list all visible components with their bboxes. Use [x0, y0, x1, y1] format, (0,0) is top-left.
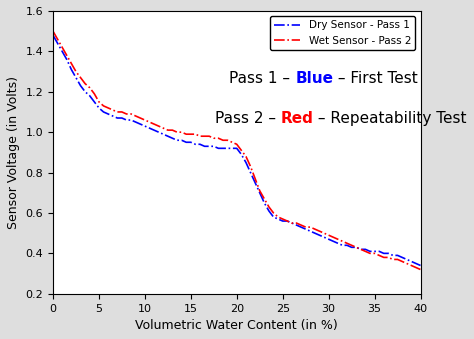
Wet Sensor - Pass 2 [50, 29, 56, 33]
Line: Wet Sensor - Pass 2: Wet Sensor - Pass 2 [53, 31, 420, 270]
Wet Sensor - Pass 2 [280, 217, 285, 221]
Text: – Repeatability Test: – Repeatability Test [313, 111, 467, 126]
Dry Sensor - Pass 1 [252, 181, 258, 185]
X-axis label: Volumetric Water Content (in %): Volumetric Water Content (in %) [136, 319, 338, 332]
Text: – First Test: – First Test [333, 71, 418, 86]
Line: Dry Sensor - Pass 1: Dry Sensor - Pass 1 [53, 35, 420, 265]
Text: Pass 1 –: Pass 1 – [229, 71, 295, 86]
Text: Blue: Blue [295, 71, 333, 86]
Dry Sensor - Pass 1 [418, 263, 423, 267]
Dry Sensor - Pass 1 [381, 251, 387, 255]
Wet Sensor - Pass 2 [252, 177, 258, 181]
Wet Sensor - Pass 2 [367, 251, 373, 255]
Dry Sensor - Pass 1 [50, 33, 56, 37]
Dry Sensor - Pass 1 [367, 249, 373, 253]
Text: Red: Red [281, 111, 313, 126]
Dry Sensor - Pass 1 [349, 245, 355, 250]
Wet Sensor - Pass 2 [349, 243, 355, 247]
Wet Sensor - Pass 2 [321, 231, 327, 235]
Y-axis label: Sensor Voltage (in Volts): Sensor Voltage (in Volts) [7, 76, 20, 229]
Text: Pass 2 –: Pass 2 – [215, 111, 281, 126]
Legend: Dry Sensor - Pass 1, Wet Sensor - Pass 2: Dry Sensor - Pass 1, Wet Sensor - Pass 2 [270, 16, 415, 50]
Dry Sensor - Pass 1 [321, 235, 327, 239]
Dry Sensor - Pass 1 [280, 219, 285, 223]
Wet Sensor - Pass 2 [418, 267, 423, 272]
Wet Sensor - Pass 2 [381, 255, 387, 259]
